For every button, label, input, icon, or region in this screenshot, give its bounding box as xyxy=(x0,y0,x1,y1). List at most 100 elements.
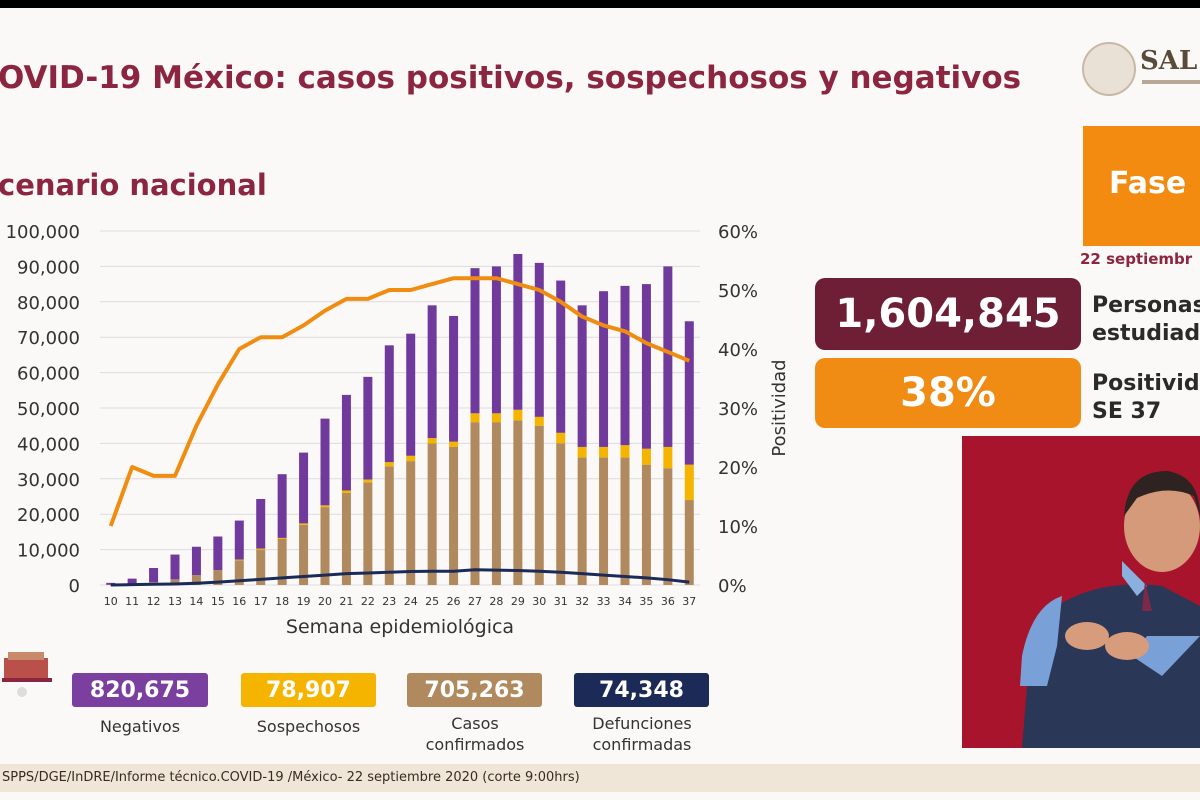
x-tick-label: 14 xyxy=(189,595,203,608)
y2-tick-label: 50% xyxy=(718,281,758,302)
bar-sospechosos xyxy=(320,505,330,508)
bar-sospechosos xyxy=(234,559,244,561)
x-tick-label: 31 xyxy=(554,595,568,608)
bar-confirmados xyxy=(341,492,351,585)
bar-sospechosos xyxy=(299,523,309,525)
bar-confirmados xyxy=(513,420,523,585)
slide: OVID-19 México: casos positivos, sospech… xyxy=(0,8,1200,800)
slide-title: OVID-19 México: casos positivos, sospech… xyxy=(0,60,1022,96)
total-sospechosos: 78,907 xyxy=(241,673,376,707)
bar-sospechosos xyxy=(256,548,266,550)
bar-negativos xyxy=(599,291,609,447)
bar-confirmados xyxy=(449,446,459,585)
total-defunciones: 74,348 xyxy=(574,673,709,707)
bar-sospechosos xyxy=(577,446,587,458)
label-casos-confirmados: Casos confirmados xyxy=(425,714,525,754)
bar-negativos xyxy=(170,554,180,580)
bar-confirmados xyxy=(620,457,630,585)
positividad-line xyxy=(108,276,691,527)
bar-sospechosos xyxy=(663,446,673,469)
y-tick-label: 0 xyxy=(69,576,80,597)
bar-confirmados xyxy=(534,425,544,585)
y-tick-label: 40,000 xyxy=(17,434,80,455)
bar-confirmados xyxy=(470,422,480,585)
bar-negativos xyxy=(684,321,694,465)
y-tick-label: 30,000 xyxy=(17,470,80,491)
x-tick-label: 26 xyxy=(447,595,461,608)
bar-confirmados xyxy=(277,538,287,585)
bar-confirmados xyxy=(556,443,566,585)
bar-confirmados xyxy=(234,560,244,585)
bar-confirmados xyxy=(577,457,587,585)
positividad-label-line1: Positivid xyxy=(1092,371,1200,396)
x-tick-label: 15 xyxy=(211,595,225,608)
personas-label-line2: estudiad xyxy=(1092,321,1200,346)
bar-confirmados xyxy=(641,464,651,585)
bar-sospechosos xyxy=(470,413,480,423)
salud-logo: SAL xyxy=(1082,42,1200,102)
bar-confirmados xyxy=(427,443,437,585)
x-tick-label: 22 xyxy=(361,595,375,608)
x-tick-label: 12 xyxy=(147,595,161,608)
bar-negativos xyxy=(577,305,587,447)
bar-negativos xyxy=(256,498,266,549)
x-tick-label: 13 xyxy=(168,595,182,608)
label-negativos: Negativos xyxy=(99,717,181,736)
y2-tick-label: 40% xyxy=(718,340,758,361)
y2-tick-label: 10% xyxy=(718,517,758,538)
sign-language-video xyxy=(962,436,1200,748)
bar-negativos xyxy=(320,418,330,506)
x-tick-label: 21 xyxy=(339,595,353,608)
bar-sospechosos xyxy=(363,479,373,483)
bar-negativos xyxy=(620,285,630,446)
y-tick-label: 60,000 xyxy=(17,364,80,385)
bar-confirmados xyxy=(170,579,180,585)
label-defunciones-confirmadas: Defunciones confirmadas xyxy=(592,714,692,754)
bar-sospechosos xyxy=(599,446,609,458)
x-tick-label: 28 xyxy=(489,595,503,608)
bar-confirmados xyxy=(256,549,266,585)
bar-negativos xyxy=(449,315,459,442)
positividad-value: 38% xyxy=(815,358,1081,428)
bar-negativos xyxy=(127,578,137,584)
x-axis-title: Semana epidemiológica xyxy=(286,616,514,638)
y2-tick-label: 60% xyxy=(718,222,758,243)
label-sospechosos: Sospechosos xyxy=(256,717,361,736)
y2-tick-label: 0% xyxy=(718,576,747,597)
bar-sospechosos xyxy=(491,413,501,423)
defunciones-line xyxy=(110,568,690,587)
bar-negativos xyxy=(513,254,523,410)
bar-sospechosos xyxy=(406,455,416,462)
footer-source: SPPS/DGE/InDRE/Informe técnico.COVID-19 … xyxy=(2,770,580,785)
x-tick-label: 25 xyxy=(425,595,439,608)
bar-negativos xyxy=(641,284,651,449)
bar-sospechosos xyxy=(641,448,651,465)
logo-text: SAL xyxy=(1140,46,1198,76)
bar-negativos xyxy=(277,474,287,538)
x-tick-label: 33 xyxy=(597,595,611,608)
y-tick-label: 100,000 xyxy=(6,222,80,243)
bar-sospechosos xyxy=(427,438,437,444)
logo-underline xyxy=(1142,80,1200,84)
interpreter-figure xyxy=(962,436,1200,748)
bar-negativos xyxy=(663,266,673,447)
bar-negativos xyxy=(341,394,351,491)
bar-confirmados xyxy=(363,482,373,585)
bar-negativos xyxy=(556,280,566,433)
x-tick-label: 19 xyxy=(297,595,311,608)
bar-sospechosos xyxy=(534,416,544,426)
positividad-label-line2: SE 37 xyxy=(1092,399,1162,424)
bar-negativos xyxy=(427,305,437,439)
bar-negativos xyxy=(363,376,373,480)
x-tick-label: 35 xyxy=(639,595,653,608)
bar-negativos xyxy=(384,345,394,463)
y-tick-label: 80,000 xyxy=(17,293,80,314)
x-tick-label: 17 xyxy=(254,595,268,608)
bar-confirmados xyxy=(213,570,223,585)
bar-sospechosos xyxy=(277,537,287,539)
total-negativos: 820,675 xyxy=(72,673,208,707)
bar-confirmados xyxy=(663,468,673,585)
x-tick-label: 37 xyxy=(682,595,696,608)
x-tick-label: 29 xyxy=(511,595,525,608)
report-date: 22 septiembr xyxy=(1080,250,1193,268)
